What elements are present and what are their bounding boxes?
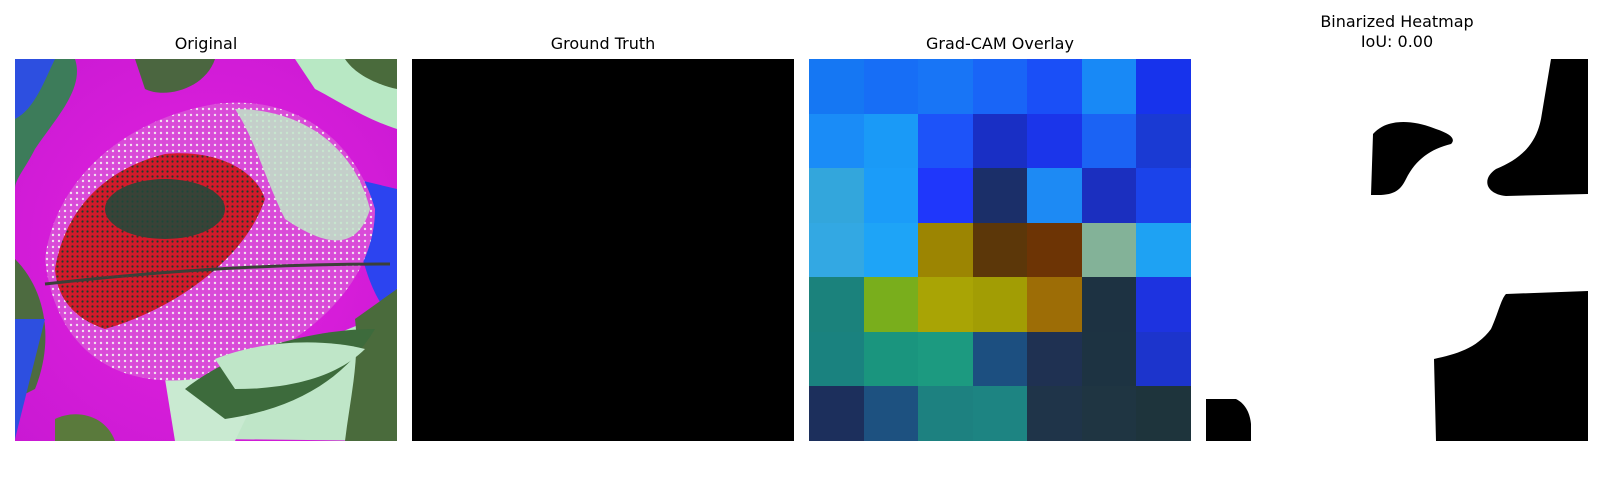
gradcam-cell — [918, 222, 973, 278]
original-image — [15, 59, 397, 441]
gradcam-cell — [972, 277, 1028, 332]
gradcam-cell — [1136, 113, 1191, 169]
gradcam-cell — [972, 222, 1028, 278]
binarized-heatmap — [1206, 59, 1588, 441]
gradcam-cell — [918, 168, 973, 223]
gradcam-cell — [972, 168, 1028, 223]
gradcam-cell — [918, 331, 973, 387]
gradcam-cell — [972, 386, 1028, 441]
gradcam-cell — [1027, 168, 1082, 223]
gradcam-cell — [863, 386, 919, 441]
gradcam-cell — [809, 59, 864, 114]
gradcam-title: Grad-CAM Overlay — [926, 34, 1074, 53]
gradcam-cell — [1081, 277, 1137, 332]
gradcam-cell — [918, 386, 973, 441]
gradcam-overlay — [809, 59, 1191, 441]
gradcam-cell — [1136, 277, 1191, 332]
gradcam-cell — [809, 277, 864, 332]
gradcam-cell — [863, 168, 919, 223]
gradcam-cell — [1027, 331, 1082, 387]
gradcam-cell — [863, 59, 919, 114]
gradcam-cell — [918, 113, 973, 169]
gradcam-cell — [809, 113, 864, 169]
gradcam-cell — [972, 113, 1028, 169]
gradcam-cell — [1081, 59, 1137, 114]
gradcam-cell — [1081, 331, 1137, 387]
gradcam-cell — [1136, 168, 1191, 223]
gradcam-cell — [1081, 113, 1137, 169]
gradcam-cell — [1136, 222, 1191, 278]
gradcam-cell — [1027, 386, 1082, 441]
gradcam-cell — [1136, 386, 1191, 441]
gradcam-cell — [918, 277, 973, 332]
gradcam-cell — [918, 59, 973, 114]
ground-truth-mask — [412, 59, 794, 441]
gradcam-cell — [863, 277, 919, 332]
gradcam-cell — [1027, 277, 1082, 332]
gradcam-cell — [809, 222, 864, 278]
gradcam-cell — [1027, 113, 1082, 169]
gradcam-cell — [1136, 331, 1191, 387]
gradcam-cell — [1081, 222, 1137, 278]
gradcam-cell — [863, 222, 919, 278]
gradcam-cell — [1081, 386, 1137, 441]
binarized-title-line1: Binarized Heatmap — [1320, 12, 1474, 31]
gradcam-cell — [809, 168, 864, 223]
iou-label: IoU: 0.00 — [1360, 32, 1434, 51]
gradcam-cell — [863, 113, 919, 169]
gradcam-cell — [1081, 168, 1137, 223]
original-title: Original — [174, 34, 238, 53]
gradcam-cell — [1027, 222, 1082, 278]
gradcam-cell — [1136, 59, 1191, 114]
gradcam-cell — [1027, 59, 1082, 114]
gradcam-cell — [809, 386, 864, 441]
gradcam-cell — [863, 331, 919, 387]
gradcam-cell — [972, 331, 1028, 387]
gradcam-cell — [809, 331, 864, 387]
binarized-title: Binarized Heatmap IoU: 0.00 — [1206, 12, 1588, 52]
ground-truth-title: Ground Truth — [550, 34, 656, 53]
gradcam-cell — [972, 59, 1028, 114]
